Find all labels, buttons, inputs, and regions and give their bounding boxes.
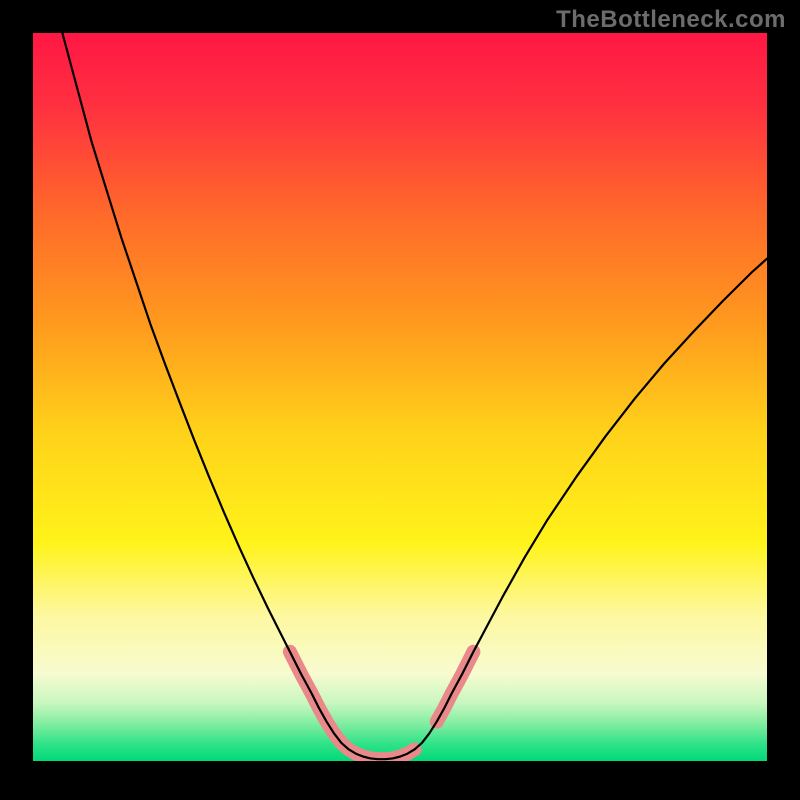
watermark-text: TheBottleneck.com [556, 6, 786, 34]
plot-area [33, 33, 767, 761]
bottleneck-chart [0, 0, 800, 800]
